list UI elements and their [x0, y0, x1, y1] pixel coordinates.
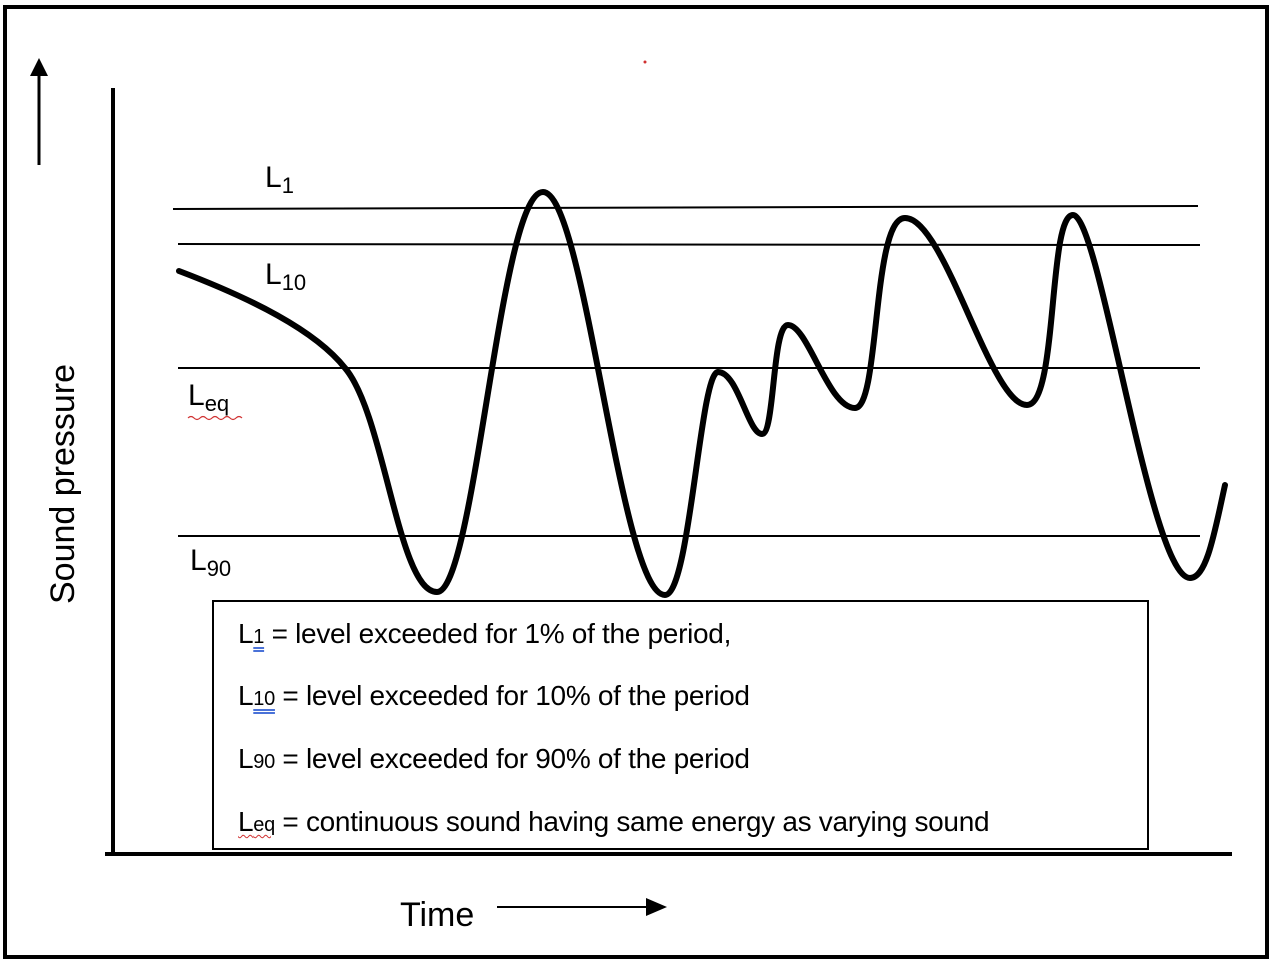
leq-label: Leq	[188, 379, 229, 416]
l1-level-line	[172, 205, 1199, 210]
legend-symbol-l90: L90	[238, 743, 275, 774]
legend-row-l1: L1 = level exceeded for 1% of the period…	[238, 618, 731, 650]
legend-symbol-l10: L10	[238, 680, 275, 711]
legend-box: L1 = level exceeded for 1% of the period…	[212, 600, 1149, 850]
l10-label: L10	[265, 258, 306, 295]
y-axis-arrow	[30, 58, 48, 165]
sound-pressure-waveform	[176, 189, 1228, 598]
l90-label: L90	[190, 544, 231, 581]
legend-text-l90: = level exceeded for 90% of the period	[274, 743, 750, 774]
stray-red-dot	[643, 60, 647, 64]
y-axis-title: Sound pressure	[44, 364, 82, 604]
legend-symbol-leq: Leq	[238, 806, 275, 837]
legend-row-l10: L10 = level exceeded for 10% of the peri…	[238, 680, 750, 712]
leq-label-spellcheck-underline	[187, 415, 243, 421]
legend-symbol-l1: L1	[238, 618, 265, 649]
x-axis-arrow	[497, 898, 667, 916]
legend-text-l10: = level exceeded for 10% of the period	[274, 680, 750, 711]
legend-text-l1: = level exceeded for 1% of the period,	[264, 618, 732, 649]
x-axis-title: Time	[400, 896, 474, 934]
outer-frame	[3, 5, 1269, 959]
l10-level-line	[177, 243, 1201, 246]
legend-text-leq: = continuous sound having same energy as…	[274, 806, 990, 837]
l1-label: L1	[265, 161, 294, 198]
legend-row-l90: L90 = level exceeded for 90% of the peri…	[238, 743, 750, 775]
legend-row-leq: Leq = continuous sound having same energ…	[238, 806, 990, 838]
